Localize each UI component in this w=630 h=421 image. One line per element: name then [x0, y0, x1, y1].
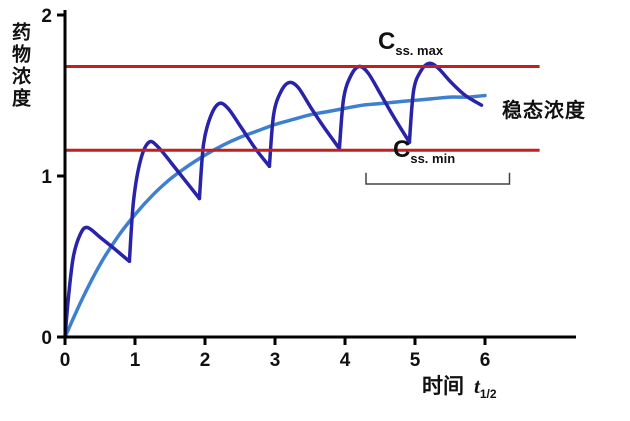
half-life-symbol: t — [474, 374, 480, 398]
css-max-label: Css. max — [378, 30, 443, 57]
y-tick-label: 1 — [41, 167, 52, 188]
x-tick-label: 2 — [200, 350, 211, 371]
series-multiple-dose-curve-segment-5 — [407, 61, 484, 144]
css-max-subscript: ss. max — [395, 42, 444, 58]
y-tick-label: 2 — [41, 6, 52, 27]
x-tick-label: 3 — [270, 350, 281, 371]
css-min-label: Css. min — [393, 138, 455, 165]
x-axis-title-variable: t1/2 — [474, 374, 497, 402]
css-min-subscript: ss. min — [410, 150, 456, 166]
x-tick-label: 1 — [130, 350, 141, 371]
x-tick-label: 6 — [480, 350, 491, 371]
css-max-base: C — [378, 28, 396, 55]
series-multiple-dose-curve-segment-0 — [63, 225, 132, 339]
range-bracket — [365, 172, 511, 185]
series-multiple-dose-curve-segment-1 — [127, 139, 202, 264]
x-axis-title-text: 时间 — [422, 375, 464, 398]
y-axis-title: 药物浓度 — [9, 22, 30, 110]
half-life-subscript: 1/2 — [479, 387, 497, 402]
x-axis-title: 时间 t1/2 — [422, 374, 497, 402]
y-tick-label: 0 — [41, 328, 52, 349]
steady-state-label: 稳态浓度 — [502, 100, 586, 122]
series-continuous-infusion-curve-segment-0 — [63, 93, 487, 339]
x-tick-label: 0 — [60, 350, 71, 371]
x-tick-label: 5 — [410, 350, 421, 371]
series-multiple-dose-curve-segment-2 — [197, 101, 272, 201]
x-tick-label: 4 — [340, 350, 351, 371]
css-min-base: C — [393, 136, 411, 163]
series-multiple-dose-curve-segment-3 — [267, 80, 342, 169]
